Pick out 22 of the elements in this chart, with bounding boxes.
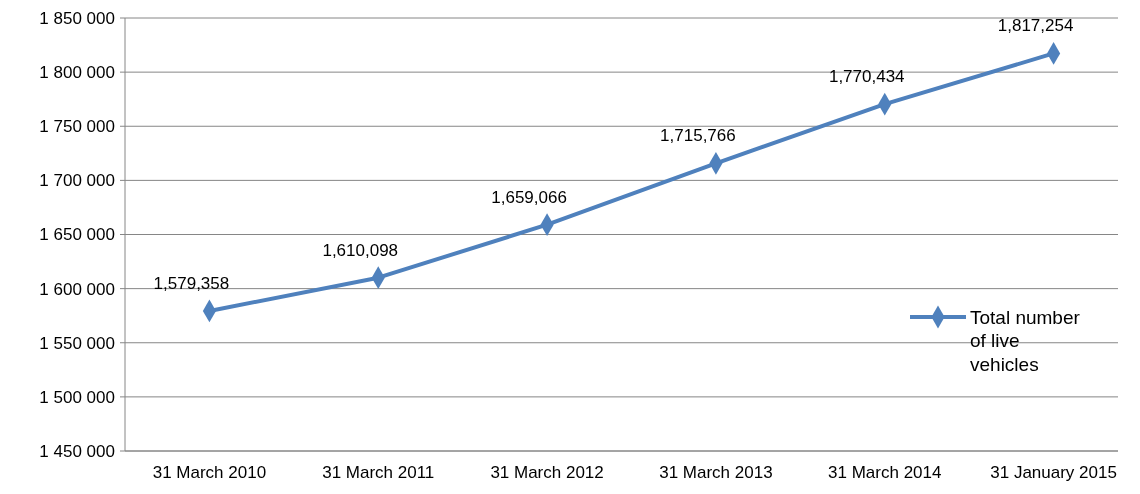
y-tick-label: 1 850 000	[39, 8, 115, 28]
y-tick-label: 1 500 000	[39, 387, 115, 407]
y-tick-label: 1 450 000	[39, 441, 115, 461]
x-tick-label: 31 March 2013	[659, 463, 773, 482]
y-tick-label: 1 600 000	[39, 279, 115, 299]
x-tick-label: 31 March 2011	[322, 463, 435, 482]
y-tick-label: 1 700 000	[39, 171, 115, 191]
data-label: 1,817,254	[997, 16, 1074, 36]
data-label: 1,770,434	[828, 67, 905, 87]
legend-label: Total number of live vehicles	[970, 306, 1081, 376]
data-label: 1,659,066	[491, 187, 567, 207]
data-label: 1,579,358	[153, 273, 230, 293]
y-tick-label: 1 550 000	[39, 333, 115, 353]
x-tick-label: 31 March 2010	[152, 463, 267, 482]
data-label: 1,610,098	[322, 240, 399, 260]
x-tick-label: 31 January 2015	[990, 463, 1117, 482]
y-tick-label: 1 650 000	[39, 225, 115, 245]
y-tick-label: 1 800 000	[39, 63, 115, 83]
data-label: 1,715,766	[660, 126, 736, 146]
y-tick-label: 1 750 000	[39, 117, 115, 137]
x-tick-label: 31 March 2012	[490, 463, 604, 482]
x-tick-label: 31 March 2014	[828, 463, 942, 482]
